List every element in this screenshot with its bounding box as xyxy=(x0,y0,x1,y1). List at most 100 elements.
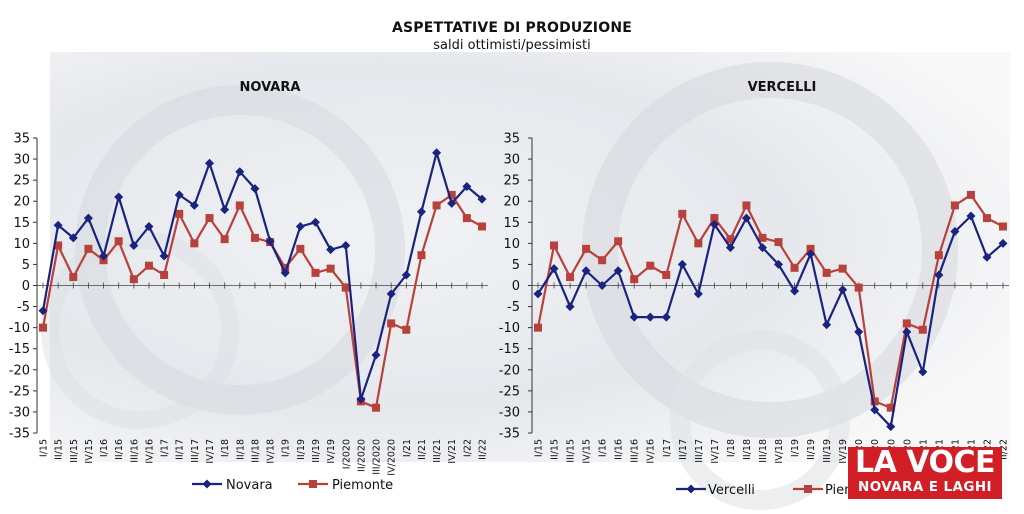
data-point xyxy=(310,217,320,227)
x-tick-label: I/16 xyxy=(99,439,110,457)
x-tick-label: II/22 xyxy=(999,439,1010,460)
data-point xyxy=(645,312,655,322)
legend-marker xyxy=(309,480,317,488)
y-tick-label: -5 xyxy=(17,300,30,315)
data-point xyxy=(758,233,767,242)
chart-title: VERCELLI xyxy=(748,80,817,95)
background-texture xyxy=(41,52,1010,510)
data-point xyxy=(250,184,260,194)
x-tick-label: III/17 xyxy=(190,439,201,463)
data-point xyxy=(613,266,623,276)
data-point xyxy=(462,181,472,191)
legend-label: Vercelli xyxy=(708,483,755,498)
y-tick-label: -35 xyxy=(9,427,30,442)
data-point xyxy=(432,201,441,210)
legend-marker xyxy=(686,484,696,494)
x-tick-label: III/16 xyxy=(630,439,641,463)
y-tick-label: -25 xyxy=(499,384,520,399)
data-point xyxy=(838,285,848,295)
data-point xyxy=(189,200,199,210)
x-tick-label: II/18 xyxy=(742,439,753,460)
data-point xyxy=(710,214,719,223)
data-point xyxy=(220,205,230,215)
data-point xyxy=(854,327,864,337)
data-point xyxy=(417,251,426,260)
series-line-vercelli xyxy=(537,214,1004,428)
data-point xyxy=(477,194,487,204)
y-tick-label: -20 xyxy=(499,363,520,378)
data-point xyxy=(386,289,396,299)
data-point xyxy=(341,240,351,250)
data-point xyxy=(630,275,639,284)
data-point xyxy=(190,239,199,248)
y-tick-label: 5 xyxy=(22,258,30,273)
data-point xyxy=(581,266,591,276)
y-tick-label: -10 xyxy=(9,321,30,336)
y-tick-label: 20 xyxy=(503,195,520,210)
data-point xyxy=(99,251,109,261)
data-point xyxy=(694,239,703,248)
y-tick-label: 0 xyxy=(22,279,30,294)
legend-marker xyxy=(804,485,812,493)
data-point xyxy=(478,222,486,231)
x-tick-label: II/16 xyxy=(614,439,625,460)
data-point xyxy=(39,323,47,332)
data-point xyxy=(159,251,169,261)
x-tick-label: II/17 xyxy=(175,439,186,460)
y-tick-label: 15 xyxy=(13,216,30,231)
data-point xyxy=(175,209,184,218)
x-tick-label: II/21 xyxy=(417,439,428,460)
x-tick-label: I/18 xyxy=(726,439,737,457)
x-tick-label: II/17 xyxy=(678,439,689,460)
data-point xyxy=(416,207,426,217)
data-point xyxy=(725,243,735,253)
x-tick-label: III/18 xyxy=(250,439,261,463)
data-point xyxy=(597,281,607,290)
data-point xyxy=(709,219,719,229)
data-point xyxy=(281,263,290,272)
data-point xyxy=(629,312,639,322)
x-tick-label: I/21 xyxy=(402,439,413,457)
data-point xyxy=(83,213,93,223)
data-point xyxy=(822,320,832,330)
logo-line1: LA VOCE xyxy=(855,445,995,480)
data-point xyxy=(614,237,623,246)
data-point xyxy=(371,350,381,360)
data-point xyxy=(129,240,139,250)
data-point xyxy=(950,201,959,210)
data-point xyxy=(790,263,799,272)
data-point xyxy=(114,192,124,202)
data-point xyxy=(250,233,259,242)
x-tick-label: I/19 xyxy=(790,439,801,457)
page-title: ASPETTATIVE DI PRODUZIONE xyxy=(391,20,633,36)
x-tick-label: II/15 xyxy=(54,439,65,460)
data-point xyxy=(661,312,671,322)
data-point xyxy=(326,264,335,273)
data-point xyxy=(966,211,976,221)
data-point xyxy=(174,190,184,200)
x-tick-label: II/2020 xyxy=(356,439,367,472)
y-tick-label: 10 xyxy=(503,237,520,252)
data-point xyxy=(742,201,751,210)
x-tick-label: III/19 xyxy=(822,439,833,463)
x-tick-label: I/15 xyxy=(534,439,545,457)
data-point xyxy=(999,222,1007,231)
x-tick-label: II/19 xyxy=(806,439,817,460)
data-point xyxy=(372,403,381,412)
data-point xyxy=(84,244,93,253)
data-point xyxy=(598,256,607,265)
x-tick-label: III/16 xyxy=(129,439,140,463)
data-point xyxy=(918,325,927,334)
y-tick-label: 30 xyxy=(13,153,30,168)
data-point xyxy=(432,148,442,158)
data-point xyxy=(205,214,214,223)
data-point xyxy=(534,323,542,332)
data-point xyxy=(757,243,767,253)
x-tick-label: I/17 xyxy=(160,439,171,457)
x-tick-label: III/15 xyxy=(566,439,577,463)
x-tick-label: III/15 xyxy=(69,439,80,463)
y-tick-label: -30 xyxy=(499,405,520,420)
data-point xyxy=(646,261,655,270)
x-tick-label: IV/15 xyxy=(84,439,95,464)
